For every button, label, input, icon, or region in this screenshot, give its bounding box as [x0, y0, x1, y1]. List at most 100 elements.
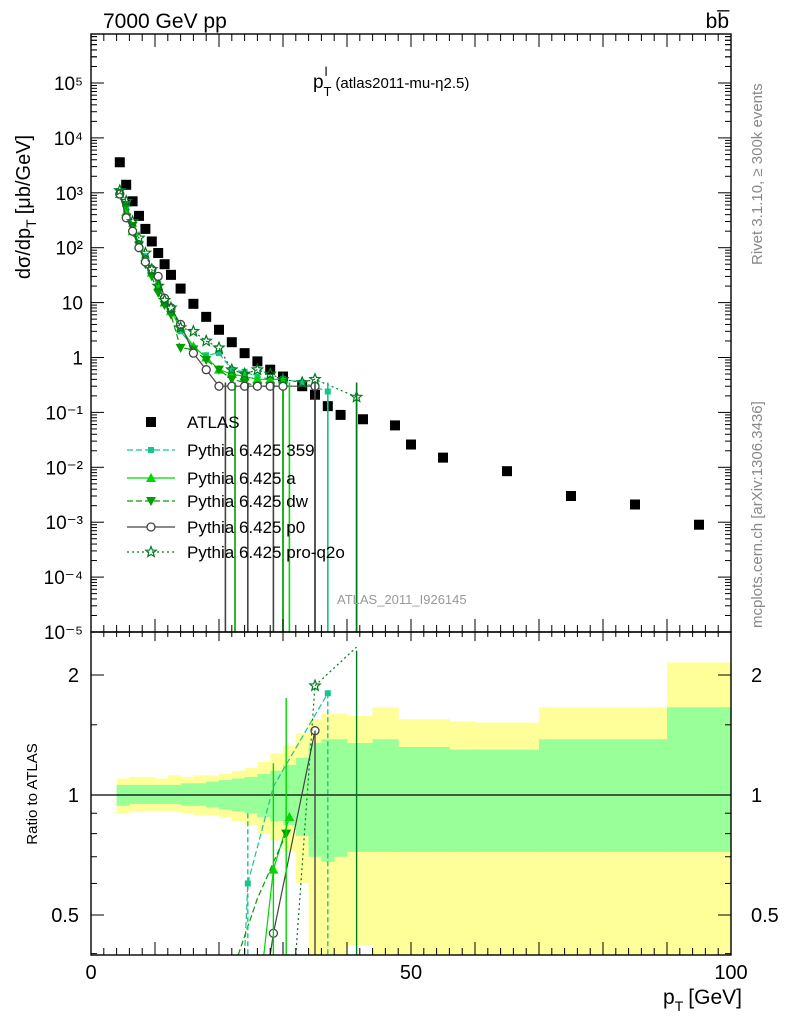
rivet-label: Rivet 3.1.10, ≥ 300k events [749, 83, 766, 265]
data-point [390, 420, 400, 431]
ratio-line [237, 833, 287, 956]
lower-axes: 0.5 0.5 1 1 2 2 0 50 100 [51, 632, 779, 984]
series-line [119, 193, 283, 380]
data-point [214, 365, 224, 375]
data-point [121, 179, 132, 190]
data-point [406, 439, 416, 450]
data-point [252, 356, 263, 367]
data-point [166, 269, 176, 280]
y-tick-label: 10³ [56, 184, 83, 205]
data-point [201, 311, 212, 322]
legend-label: Pythia 6.425 p0 [187, 518, 305, 537]
x-tick-label: 0 [85, 962, 96, 984]
data-point [188, 298, 199, 309]
legend-item: ATLAS [146, 413, 240, 432]
data-point [138, 245, 153, 259]
legend-item: Pythia 6.425 359 [127, 441, 315, 460]
uncertainty-band-inner [398, 746, 425, 852]
ratio-bands [91, 662, 732, 955]
data-point [127, 196, 138, 207]
data-point [164, 300, 178, 314]
ratio-series-4 [295, 646, 358, 956]
uncertainty-band-inner [347, 743, 374, 852]
y-tick-label: 10² [56, 239, 83, 260]
data-point [153, 248, 164, 259]
data-point [134, 243, 144, 253]
data-point [201, 356, 212, 366]
data-point [157, 293, 172, 307]
uncertainty-band-inner [475, 749, 540, 852]
data-point [694, 519, 704, 530]
legend-label: Pythia 6.425 359 [187, 441, 315, 460]
data-point [145, 262, 159, 276]
data-point [225, 362, 239, 376]
data-point [276, 372, 290, 386]
y-tick-label: 10⁻² [46, 458, 84, 479]
title-rest: (atlas2011-mu-η2.5) [335, 75, 469, 92]
legend-item: Pythia 6.425 a [127, 469, 296, 488]
data-point [199, 333, 213, 347]
data-point [308, 678, 322, 692]
data-point [125, 214, 140, 228]
ratio-tick-label-right: 1 [751, 785, 762, 807]
series-line [119, 193, 315, 387]
title-sup: l [325, 64, 328, 79]
data-point [630, 499, 640, 510]
upper-series-layer [113, 157, 704, 632]
y-tick-label: 10⁻¹ [46, 403, 84, 424]
data-point [140, 257, 151, 267]
data-point [113, 183, 127, 197]
data-point [146, 497, 156, 506]
y-tick-label: 10⁵ [54, 74, 83, 95]
series-2 [114, 189, 288, 632]
data-point [153, 288, 164, 298]
data-point [132, 230, 146, 244]
data-point [140, 223, 151, 234]
data-point [144, 544, 158, 558]
title-main: p [313, 72, 324, 93]
series-line [119, 195, 328, 393]
ratio-tick-label-right: 2 [751, 665, 762, 687]
data-point [151, 278, 165, 292]
data-point [299, 379, 306, 386]
data-point [250, 362, 265, 376]
data-point [295, 375, 309, 389]
data-point [175, 283, 186, 294]
data-point [244, 880, 251, 887]
process-label: bb̅ [706, 10, 731, 33]
data-point [335, 409, 346, 420]
analysis-label: ATLAS_2011_I926145 [337, 592, 467, 607]
data-point [159, 259, 170, 270]
data-point [226, 375, 237, 385]
data-point [146, 522, 156, 532]
data-point [252, 374, 263, 384]
title-sub: T [323, 84, 331, 99]
uncertainty-band-inner [334, 739, 348, 857]
data-point [146, 236, 157, 247]
data-point [239, 348, 250, 359]
data-point [119, 194, 133, 208]
data-point [134, 210, 144, 221]
data-point [216, 350, 222, 357]
data-point [237, 366, 252, 380]
legend-label: Pythia 6.425 dw [187, 492, 309, 511]
data-point [252, 381, 263, 391]
ratio-tick-label: 0.5 [51, 905, 79, 927]
uncertainty-band-inner [270, 770, 284, 822]
data-point [263, 366, 277, 380]
data-point [188, 348, 199, 358]
y-tick-label: 10⁴ [54, 129, 83, 150]
y-tick-label: 10⁻³ [46, 513, 84, 534]
ratio-axis-label: Ratio to ATLAS [24, 743, 41, 844]
data-point [175, 343, 186, 353]
ratio-tick-label-right: 0.5 [751, 905, 779, 927]
ratio-line [244, 692, 329, 956]
ratio-tick-label: 2 [68, 665, 79, 687]
y-tick-label: 10⁻⁵ [44, 623, 83, 644]
data-point [214, 381, 224, 391]
y-axis-label: dσ/dpT[μb/GeV] [13, 135, 39, 279]
lower-frame [90, 631, 732, 956]
data-point [358, 414, 368, 425]
series-line [119, 190, 357, 398]
